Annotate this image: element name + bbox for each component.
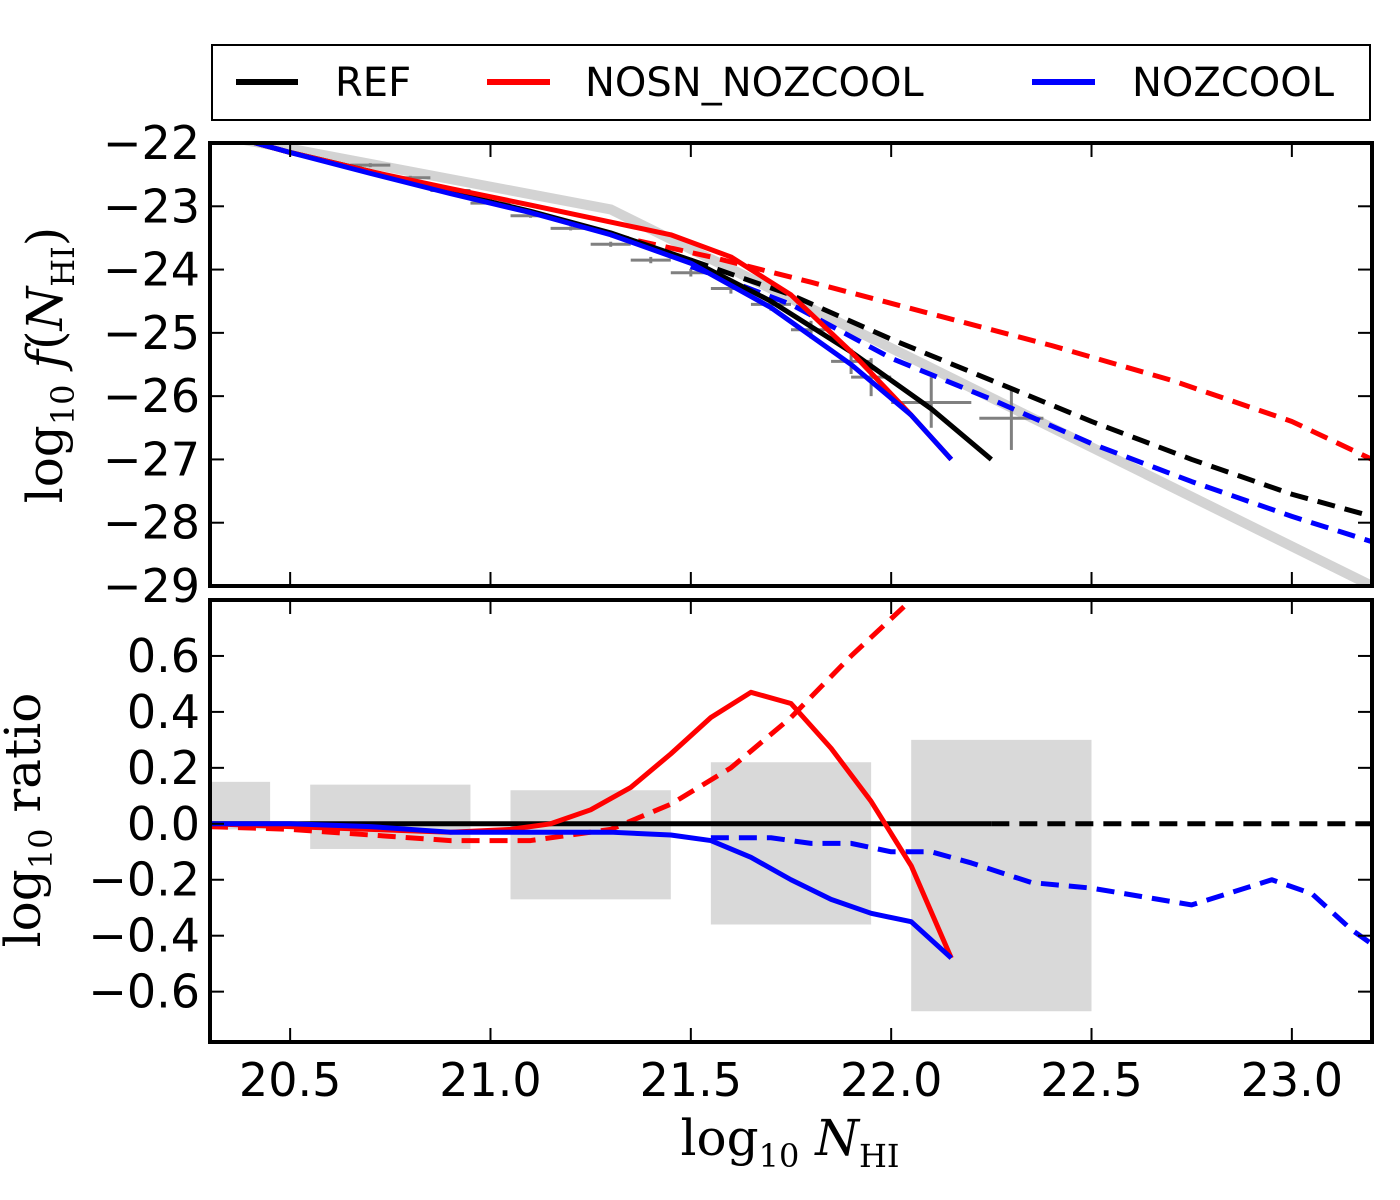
top-ytick-label: −22 bbox=[103, 116, 200, 170]
bottom-ytick-label: −0.2 bbox=[88, 853, 200, 907]
series-nozcool-extrapolated bbox=[689, 264, 1372, 545]
legend-frame bbox=[211, 44, 1371, 121]
bottom-panel: 0.60.40.20.0−0.2−0.4−0.6 20.5 21.0 21.5 22.0… bbox=[0, 598, 1374, 1175]
bottom-xtick-label: 21.5 bbox=[640, 1053, 742, 1107]
top-ytick-label: −29 bbox=[103, 559, 200, 613]
top-ytick-label: −27 bbox=[103, 432, 200, 486]
top-series-layer bbox=[246, 143, 1372, 545]
bottom-xtick-label: 20.5 bbox=[239, 1053, 341, 1107]
bottom-ytick-label: 0.0 bbox=[127, 797, 200, 851]
bottom-xtick-label: 22.5 bbox=[1040, 1053, 1142, 1107]
bottom-background-layer bbox=[210, 739, 1092, 1012]
series-ref bbox=[246, 143, 993, 462]
bottom-ytick-label: −0.6 bbox=[88, 965, 200, 1019]
top-background-layer bbox=[233, 143, 1372, 586]
top-ytick-label: −24 bbox=[103, 243, 200, 297]
legend-label-ref: REF bbox=[335, 60, 411, 106]
uncertainty-box bbox=[710, 762, 872, 925]
bottom-xtick-label: 22.0 bbox=[840, 1053, 942, 1107]
series-nosn-nozcool-extrapolated bbox=[610, 232, 1372, 462]
top-panel: −22 −23 −24 −25 −26 −27 −28 −29 log10 f(NHI) bbox=[16, 116, 1374, 613]
bottom-xtick-label: 21.0 bbox=[439, 1053, 541, 1107]
x-axis-label: log10 NHI bbox=[680, 1109, 899, 1175]
bottom-ytick-label: −0.4 bbox=[88, 909, 200, 963]
bottom-xtick-label: 23.0 bbox=[1241, 1053, 1343, 1107]
legend-label-nozcool: NOZCOOL bbox=[1132, 60, 1335, 106]
top-ytick-label: −25 bbox=[103, 306, 200, 360]
series-nozcool bbox=[210, 821, 953, 960]
series-nosn-nozcool-extrapolated bbox=[210, 600, 913, 844]
top-ytick-label: −26 bbox=[103, 369, 200, 423]
bottom-ticks-layer: 0.60.40.20.0−0.2−0.4−0.6 20.5 21.0 21.5 22.0… bbox=[88, 600, 1372, 1107]
top-ytick-label: −28 bbox=[103, 496, 200, 550]
bottom-panel-frame bbox=[208, 598, 1374, 1044]
top-y-axis-label: log10 f(NHI) bbox=[16, 227, 82, 504]
legend: REF NOSN_NOZCOOL NOZCOOL bbox=[211, 44, 1371, 121]
bottom-y-axis-label: log10 ratio bbox=[0, 693, 60, 948]
uncertainty-box bbox=[510, 790, 671, 900]
bottom-ytick-label: 0.6 bbox=[127, 629, 200, 683]
top-ticks-layer: −22 −23 −24 −25 −26 −27 −28 −29 bbox=[103, 116, 1372, 613]
series-nozcool-extrapolated bbox=[710, 835, 1372, 947]
bottom-series-layer bbox=[210, 600, 1372, 960]
top-panel-frame bbox=[208, 141, 1374, 588]
series-nozcool bbox=[246, 143, 954, 462]
legend-label-nosn-nozcool: NOSN_NOZCOOL bbox=[585, 60, 924, 106]
bottom-ytick-label: 0.4 bbox=[127, 685, 200, 739]
reference-fit-line bbox=[233, 143, 1372, 586]
series-ref-extrapolated bbox=[690, 257, 1372, 519]
bottom-ytick-label: 0.2 bbox=[127, 741, 200, 795]
top-ytick-label: −23 bbox=[103, 179, 200, 233]
series-nosn-nozcool bbox=[246, 143, 954, 462]
uncertainty-box bbox=[911, 739, 1092, 1012]
